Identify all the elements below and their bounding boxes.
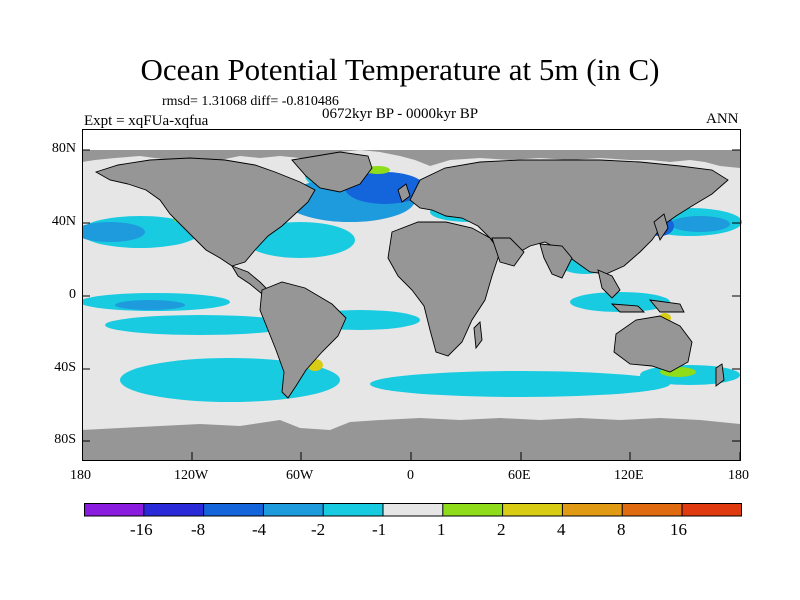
y-tick-label: 40S	[54, 360, 76, 375]
colorbar-label: 16	[670, 520, 687, 539]
continents	[94, 151, 729, 399]
colorbar-swatch	[143, 503, 204, 516]
colorbar-swatch	[323, 503, 383, 516]
arctic-land	[82, 150, 740, 168]
colorbar-swatch	[442, 503, 503, 516]
colorbar-label: 2	[497, 520, 506, 539]
colorbar-swatch	[502, 503, 563, 516]
colorbar-label: -8	[191, 520, 206, 539]
rmsd-diff-stats: rmsd= 1.31068 diff= -0.810486	[162, 94, 339, 109]
antarctica-land	[82, 418, 740, 460]
y-tick-label: 0	[69, 287, 76, 302]
colorbar-label: -16	[130, 520, 153, 539]
colorbar-label: 8	[617, 520, 626, 539]
time-period-label: 0672kyr BP - 0000kyr BP	[322, 106, 479, 122]
map-frame	[82, 129, 741, 461]
x-tick-label: 120E	[614, 468, 644, 483]
y-tick-label: 80S	[54, 432, 76, 447]
colorbar-label: 4	[557, 520, 566, 539]
x-tick-label: 120W	[174, 468, 209, 483]
colorbar-swatch	[203, 503, 264, 516]
colorbar-frame	[84, 503, 742, 517]
y-tick-label: 40N	[51, 214, 76, 229]
colorbar-label: 1	[437, 520, 446, 539]
colorbar-swatch	[84, 503, 144, 516]
colorbar-swatch	[383, 503, 443, 516]
colorbar-dividers	[143, 503, 683, 516]
colorbar-swatch	[622, 503, 682, 516]
x-axis-ticks	[82, 452, 741, 460]
map-title: Ocean Potential Temperature at 5m (in C)	[140, 52, 660, 87]
colorbar-swatch	[562, 503, 623, 516]
x-tick-label: 60E	[508, 468, 531, 483]
x-tick-label: 0	[407, 468, 414, 483]
colorbar-swatch	[682, 503, 742, 516]
colorbar-swatch	[263, 503, 324, 516]
experiment-label: Expt = xqFUa-xqfua	[84, 113, 209, 129]
world-map	[82, 129, 742, 461]
y-axis-ticks	[82, 149, 740, 442]
x-tick-label: 180	[70, 468, 91, 483]
colorbar-label: -4	[252, 520, 267, 539]
colorbar-label: -1	[372, 520, 387, 539]
season-label: ANN	[706, 111, 739, 127]
x-tick-label: 60W	[286, 468, 314, 483]
colorbar	[84, 503, 742, 517]
colorbar-label: -2	[311, 520, 326, 539]
y-tick-label: 80N	[51, 141, 76, 156]
x-tick-label: 180	[728, 468, 749, 483]
